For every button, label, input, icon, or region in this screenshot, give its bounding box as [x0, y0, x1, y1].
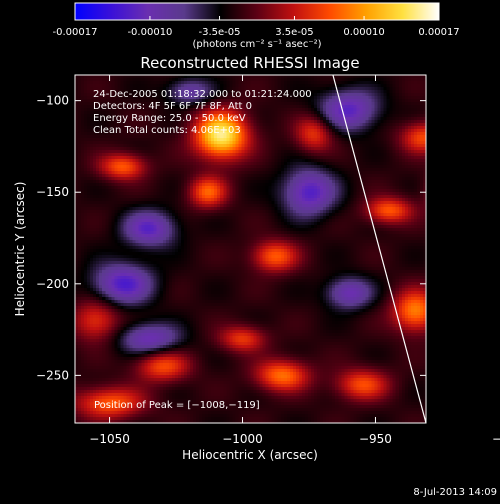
y-axis-ticks: −100 −150 −200 −250	[36, 94, 426, 382]
x-tick-label: −1050	[89, 432, 130, 446]
colorbar-tick-label: 0.00010	[343, 27, 384, 38]
info-energy-range: Energy Range: 25.0 - 50.0 keV	[93, 113, 246, 124]
peak-position-label: Position of Peak = [−1008,−119]	[94, 400, 260, 411]
info-detectors: Detectors: 4F 5F 6F 7F 8F, Att 0	[93, 101, 252, 112]
colorbar-tick-label: -0.00017	[53, 27, 98, 38]
observation-info: 24-Dec-2005 01:18:32.000 to 01:21:24.000…	[93, 89, 312, 136]
colorbar-tick-label: -0.00010	[127, 27, 172, 38]
heatmap-image	[75, 75, 426, 423]
plot-frame	[74, 74, 427, 424]
x-tick-label: −950	[359, 432, 392, 446]
x-axis-label: Heliocentric X (arcsec)	[182, 448, 318, 462]
info-time-range: 24-Dec-2005 01:18:32.000 to 01:21:24.000	[93, 89, 312, 100]
y-tick-label: −100	[36, 94, 69, 108]
colorbar-ticks: -0.00017 -0.00010 -3.5e-05 3.5e-05 0.00010 0.…	[53, 16, 460, 38]
x-tick-label: −900	[492, 432, 500, 446]
y-tick-label: −150	[36, 185, 69, 199]
colorbar-tick-label: 0.00017	[418, 27, 459, 38]
y-tick-label: −200	[36, 277, 69, 291]
colorbar-tick-label: -3.5e-05	[199, 27, 241, 38]
chart-title: Reconstructed RHESSI Image	[140, 54, 359, 72]
colorbar	[74, 2, 440, 21]
y-axis-label: Heliocentric Y (arcsec)	[13, 182, 27, 317]
solar-limb-line	[332, 75, 426, 423]
x-axis-ticks: −1050 −1000 −950 −900	[89, 75, 500, 446]
y-tick-label: −250	[36, 368, 69, 382]
footer-date: 8-Jul-2013 14:09	[413, 487, 497, 498]
x-tick-label: −1000	[222, 432, 263, 446]
colorbar-unit-label: (photons cm⁻² s⁻¹ asec⁻²)	[192, 39, 321, 50]
colorbar-tick-label: 3.5e-05	[275, 27, 313, 38]
info-clean-counts: Clean Total counts: 4.06E+03	[93, 125, 241, 136]
